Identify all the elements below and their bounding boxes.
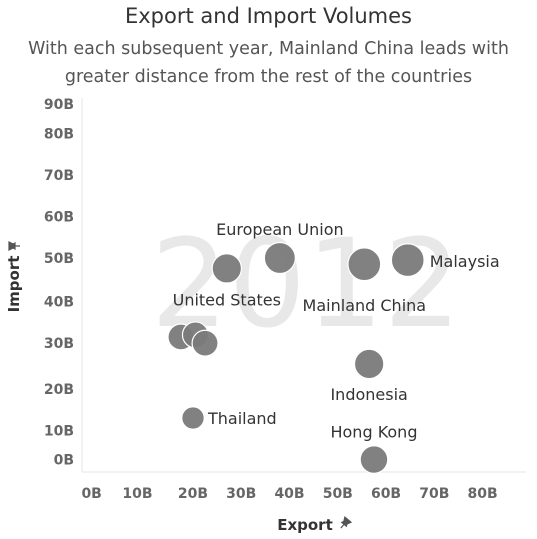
x-tick-label: 0B <box>81 486 101 502</box>
y-tick-label: 40B <box>44 295 74 311</box>
subtitle-line-1: With each subsequent year, Mainland Chin… <box>28 39 509 59</box>
x-axis-ticks: 0B 10B 20B 30B 40B 50B 60B 70B 80B <box>81 486 497 502</box>
y-axis-title: Import <box>5 256 23 313</box>
y-tick-label: 20B <box>44 382 74 398</box>
point-hong-kong[interactable] <box>359 445 389 474</box>
point-mainland-china[interactable] <box>347 247 382 282</box>
label-european-union: European Union <box>216 220 344 239</box>
y-axis-pin-icon[interactable] <box>8 241 20 251</box>
x-tick-label: 70B <box>419 486 449 502</box>
label-thailand: Thailand <box>207 409 277 428</box>
point-european-union[interactable] <box>263 241 296 275</box>
x-tick-label: 30B <box>226 486 256 502</box>
x-tick-label: 40B <box>274 486 304 502</box>
data-points <box>167 241 425 474</box>
x-tick-label: 50B <box>323 486 353 502</box>
point-unlabeled[interactable] <box>191 329 219 357</box>
x-axis-pin-icon[interactable] <box>338 516 353 531</box>
subtitle-line-2: greater distance from the rest of the co… <box>64 67 473 87</box>
label-hong-kong: Hong Kong <box>330 423 417 442</box>
chart-title: Export and Import Volumes <box>124 4 413 28</box>
x-tick-label: 20B <box>178 486 208 502</box>
point-indonesia[interactable] <box>353 348 385 380</box>
point-united-states[interactable] <box>211 253 243 284</box>
chart-subtitle: With each subsequent year, Mainland Chin… <box>0 35 537 91</box>
x-tick-label: 10B <box>122 486 152 502</box>
y-tick-label: 70B <box>44 168 74 184</box>
x-axis-title: Export <box>277 516 333 534</box>
y-tick-label: 0B <box>54 453 74 469</box>
y-tick-label: 60B <box>44 209 74 225</box>
y-tick-label: 90B <box>44 97 74 113</box>
label-mainland-china: Mainland China <box>303 296 427 315</box>
label-malaysia: Malaysia <box>430 252 500 271</box>
plot-area <box>81 98 526 473</box>
y-axis-ticks: 0B 10B 20B 30B 40B 50B 60B 70B 80B 90B <box>44 97 74 468</box>
x-tick-label: 80B <box>467 486 497 502</box>
point-thailand[interactable] <box>181 406 205 430</box>
y-tick-label: 50B <box>44 251 74 267</box>
y-tick-label: 30B <box>44 336 74 352</box>
y-tick-label: 10B <box>44 423 74 439</box>
y-tick-label: 80B <box>44 126 74 142</box>
label-indonesia: Indonesia <box>330 385 407 404</box>
point-labels: Mainland China Malaysia European Union Unit… <box>173 220 500 442</box>
point-malaysia[interactable] <box>390 243 425 278</box>
x-tick-label: 60B <box>371 486 401 502</box>
label-united-states: United States <box>173 290 281 309</box>
